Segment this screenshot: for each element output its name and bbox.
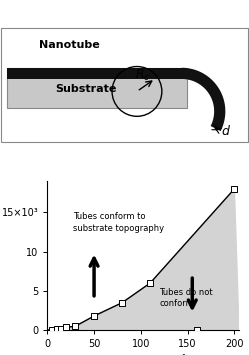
- Text: Nanotube: Nanotube: [39, 40, 100, 50]
- Bar: [1, 28, 248, 142]
- Polygon shape: [47, 189, 239, 330]
- Bar: [169, 68, 183, 79]
- Text: substrate topography: substrate topography: [73, 224, 165, 233]
- Point: [50, 327, 54, 333]
- Text: $d$: $d$: [221, 124, 231, 138]
- Text: Substrate: Substrate: [55, 84, 116, 94]
- Point: [92, 313, 96, 319]
- Bar: [7, 68, 182, 79]
- Point: [148, 280, 152, 286]
- Point: [64, 324, 68, 330]
- Text: Tubes conform to: Tubes conform to: [73, 212, 146, 221]
- Point: [195, 327, 199, 333]
- Text: conform: conform: [160, 299, 194, 308]
- Point: [232, 186, 236, 192]
- Point: [55, 327, 59, 332]
- Point: [120, 300, 124, 306]
- Point: [59, 326, 63, 332]
- Point: [73, 323, 77, 329]
- Text: Tubes do not: Tubes do not: [160, 288, 213, 297]
- Polygon shape: [182, 68, 225, 131]
- Bar: [7, 68, 187, 108]
- Text: $R_c$: $R_c$: [135, 67, 151, 83]
